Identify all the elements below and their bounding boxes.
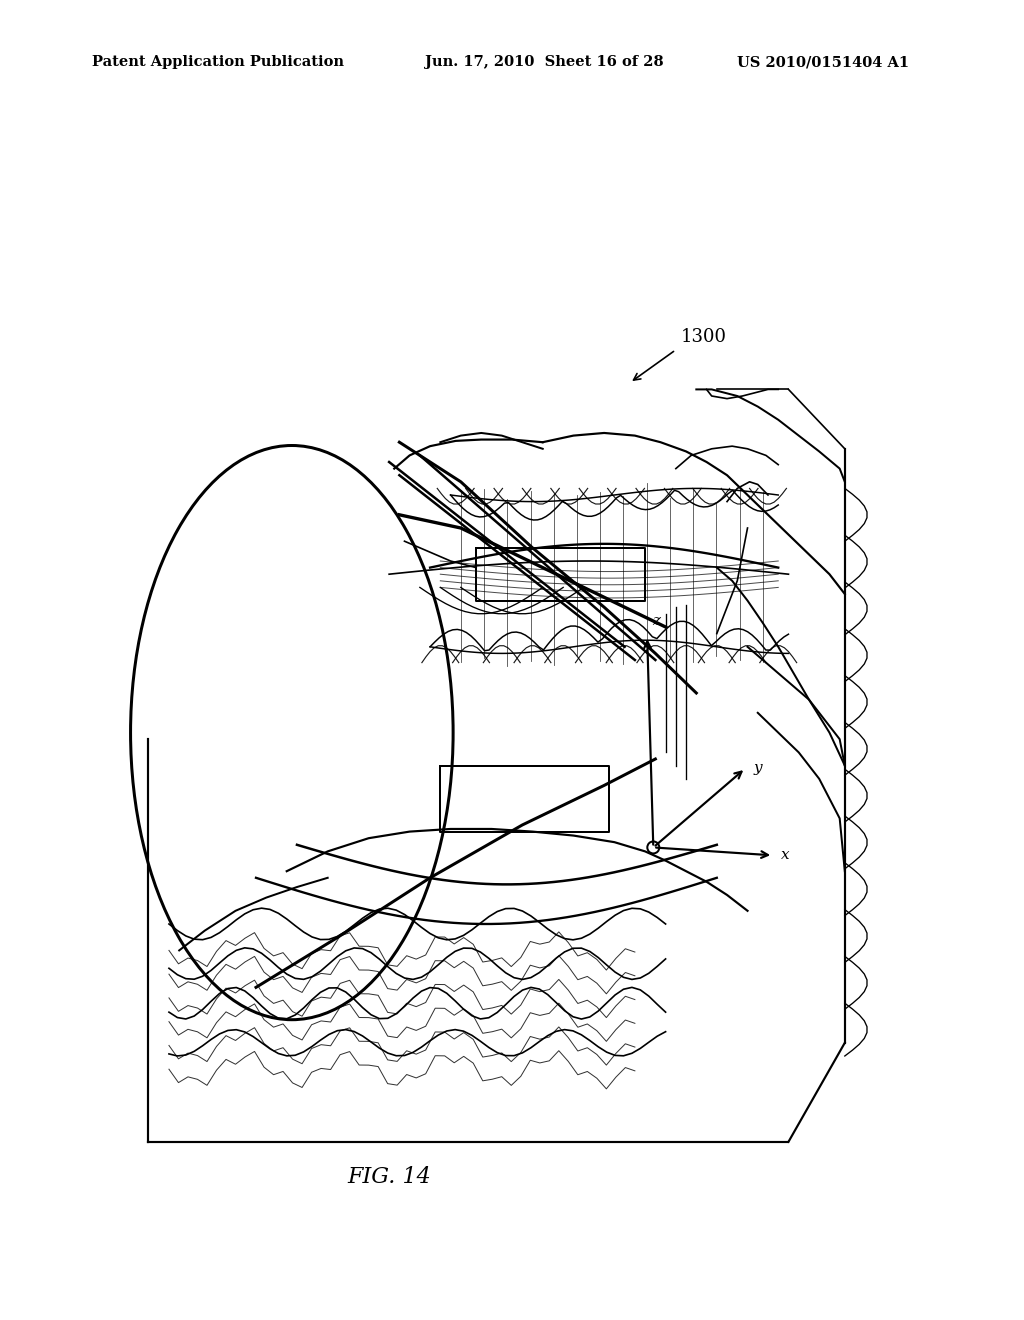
Text: Jun. 17, 2010  Sheet 16 of 28: Jun. 17, 2010 Sheet 16 of 28 [425,55,664,70]
Text: Patent Application Publication: Patent Application Publication [92,55,344,70]
Text: US 2010/0151404 A1: US 2010/0151404 A1 [737,55,909,70]
Text: z: z [652,614,660,628]
Text: FIG. 14: FIG. 14 [347,1167,431,1188]
Text: y: y [754,762,762,775]
Text: 1300: 1300 [681,327,727,346]
Text: x: x [781,849,790,862]
